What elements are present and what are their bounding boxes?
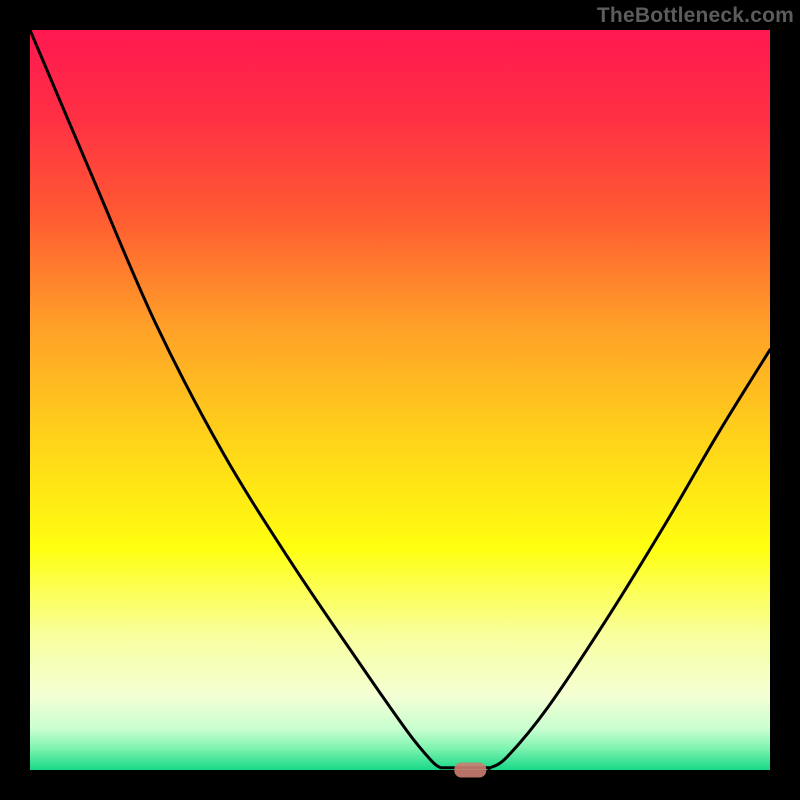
- minimum-marker: [454, 763, 486, 778]
- plot-background: [30, 30, 770, 770]
- watermark-text: TheBottleneck.com: [597, 4, 794, 28]
- chart-container: TheBottleneck.com: [0, 0, 800, 800]
- chart-svg: [0, 0, 800, 800]
